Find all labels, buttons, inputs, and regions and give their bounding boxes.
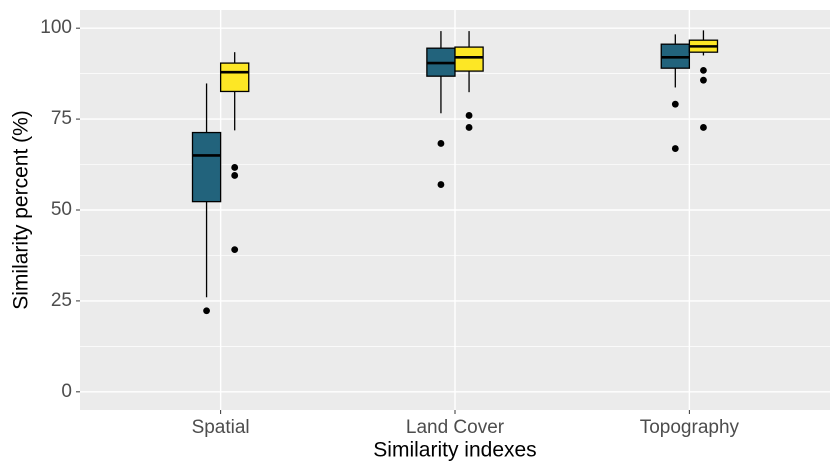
outlier — [700, 76, 707, 84]
outlier — [437, 181, 445, 188]
outlier — [465, 112, 473, 119]
y-tick-label: 0 — [61, 381, 72, 402]
outlier — [231, 246, 239, 254]
outlier — [700, 66, 707, 74]
outlier — [203, 307, 210, 315]
y-axis-title: Similarity percent (%) — [10, 110, 33, 310]
y-tick-label: 25 — [51, 290, 72, 311]
outlier — [231, 164, 239, 171]
box — [219, 62, 250, 93]
outlier — [465, 124, 473, 131]
outlier — [231, 172, 239, 179]
x-tick-label: Topography — [640, 417, 740, 438]
x-tick-label: Land Cover — [406, 417, 505, 438]
y-tick-label: 100 — [40, 17, 72, 38]
outlier — [671, 100, 679, 108]
box — [454, 46, 484, 72]
box — [191, 131, 222, 203]
y-tick-label: 75 — [51, 108, 72, 129]
x-tick-label: Spatial — [192, 417, 250, 438]
outlier — [700, 124, 707, 131]
outlier — [671, 145, 679, 152]
x-axis-title: Similarity indexes — [373, 439, 536, 462]
y-tick-label: 50 — [51, 199, 72, 220]
outlier — [437, 140, 445, 147]
